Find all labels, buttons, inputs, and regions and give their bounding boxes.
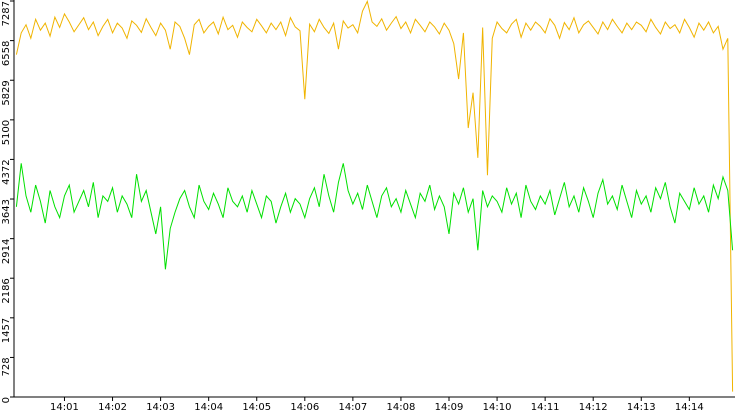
y-tick-label: 3643 [1, 199, 12, 224]
x-tick-label: 14:13 [627, 402, 656, 413]
y-tick-label: 6558 [1, 41, 12, 66]
x-tick-label: 14:04 [194, 402, 223, 413]
series-line [15, 0, 734, 392]
y-tick-label: 0 [1, 397, 12, 403]
y-tick-label: 728 [1, 357, 12, 376]
x-tick-label: 14:12 [579, 402, 608, 413]
x-tick-label: 14:03 [146, 402, 175, 413]
x-tick-label: 14:06 [290, 402, 319, 413]
x-tick-label: 14:02 [98, 402, 127, 413]
x-tick-label: 14:10 [483, 402, 512, 413]
y-tick-label: 4372 [1, 159, 12, 184]
x-tick-label: 14:14 [675, 402, 704, 413]
x-tick-label: 14:11 [531, 402, 560, 413]
y-tick-label: 2186 [1, 278, 12, 303]
x-tick-label: 14:08 [387, 402, 416, 413]
series-line [15, 163, 734, 270]
x-tick-label: 14:09 [435, 402, 464, 413]
y-tick-label: 5100 [1, 120, 12, 145]
x-tick-label: 14:07 [338, 402, 367, 413]
y-tick-label: 5829 [1, 80, 12, 105]
x-tick-label: 14:05 [242, 402, 271, 413]
y-tick-label: 1457 [1, 318, 12, 343]
x-tick-label: 14:01 [50, 402, 79, 413]
y-tick-label: 2914 [1, 239, 12, 264]
y-tick-label: 7287 [1, 1, 12, 26]
